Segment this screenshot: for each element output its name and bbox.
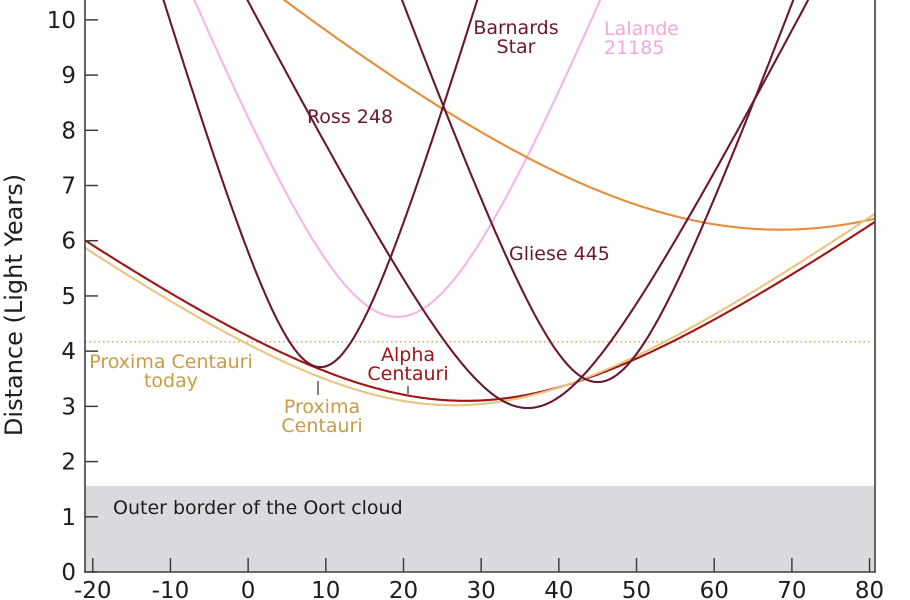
y-tick-label: 10 [47,8,76,34]
proxima-centauri-label: Proxima [284,396,360,418]
x-tick-label: 10 [311,578,340,600]
lalande-label-line2: 21185 [604,37,664,59]
x-tick-label: 50 [622,578,651,600]
x-tick-label: -20 [74,578,112,600]
annotation-proxima-today: Proxima Centauri today [89,351,253,392]
series-line-orange-curve [282,0,875,231]
y-tick-label: 5 [61,284,76,310]
series-line-ross-248 [246,0,810,410]
y-tick-label: 9 [61,63,76,89]
gliese-445-label: Gliese 445 [509,243,610,265]
x-tick-label: -10 [152,578,190,600]
y-tick-label: 4 [61,339,76,365]
barnards-star-label: Barnards [473,17,558,39]
y-tick-label: 0 [61,560,76,586]
y-tick-label: 6 [61,229,76,255]
oort-cloud-band-layer [85,485,875,572]
x-tick-label: 60 [700,578,729,600]
y-tick-label: 7 [61,174,76,200]
x-tick-label: 40 [544,578,573,600]
alpha-centauri-label: Alpha [381,344,435,366]
series-line-lalande-21185 [193,0,602,318]
series-line-alpha-centauri [85,221,875,402]
oort-cloud-band [85,485,875,572]
y-axis-title: Distance (Light Years) [0,174,28,436]
x-tick-label: 0 [241,578,256,600]
barnards-star-label-line2: Star [497,36,536,58]
annotation-proxima-centauri: Proxima Centauri [281,381,363,437]
y-tick-label: 1 [61,505,76,531]
annotation-barnards-star: Barnards Star [473,17,558,58]
annotation-alpha-centauri: Alpha Centauri [367,344,449,394]
alpha-centauri-label-line2: Centauri [367,363,448,385]
axes-layer: -20 -10 0 10 20 30 40 50 60 70 80 0 1 2 3 4 5 6 7 8 9 10 [47,0,884,600]
series-line-barnards-star [162,0,479,369]
y-tick-label: 8 [61,118,76,144]
y-tick-label: 2 [61,450,76,476]
proxima-centauri-label-line2: Centauri [281,415,362,437]
x-tick-label: 70 [777,578,806,600]
x-tick-label: 30 [467,578,496,600]
curves-layer [85,0,875,410]
series-line-gliese-445 [400,0,795,384]
proxima-today-label-line2: today [144,370,198,392]
x-tick-label: 20 [389,578,418,600]
x-tick-label: 80 [855,578,884,600]
annotation-lalande-21185: Lalande 21185 [604,18,679,59]
oort-cloud-label: Outer border of the Oort cloud [113,497,403,519]
ross-248-label: Ross 248 [307,106,393,128]
proxima-today-label: Proxima Centauri [89,351,253,373]
lalande-label: Lalande [604,18,679,40]
series-line-proxima-centauri [85,213,875,407]
y-tick-label: 3 [61,394,76,420]
